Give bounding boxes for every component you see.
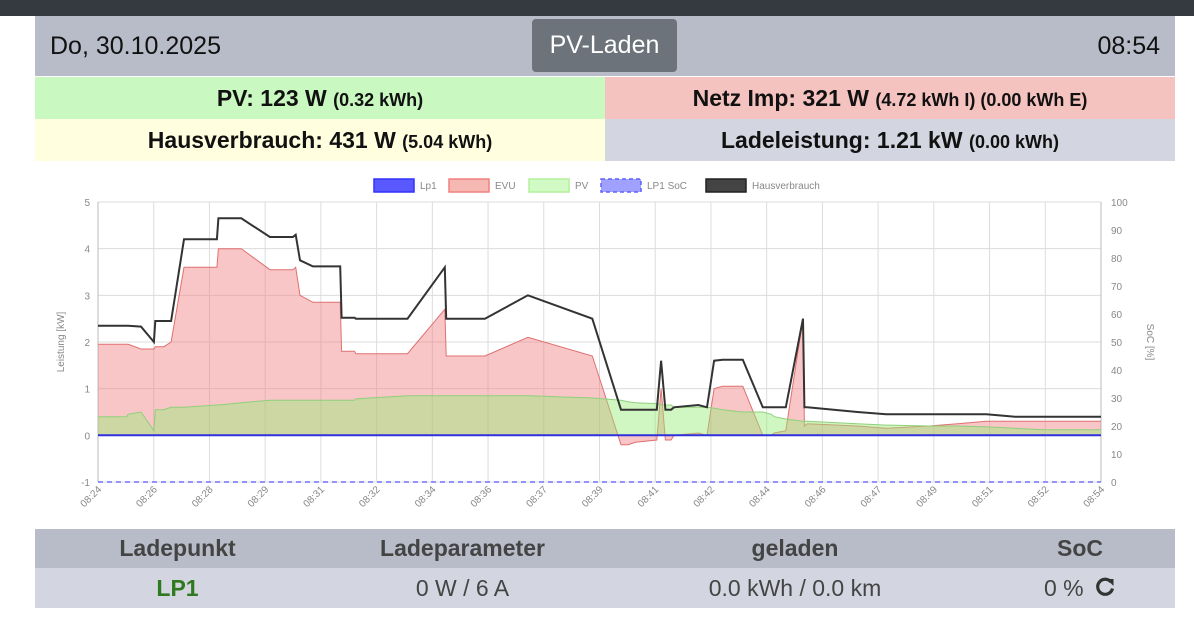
header-ladepunkt: Ladepunkt xyxy=(119,535,236,561)
x-tick-label: 08:42 xyxy=(692,484,718,510)
y-axis-label-left: Leistung [kW] xyxy=(56,311,67,372)
y-tick-right: 0 xyxy=(1111,478,1117,489)
y-tick-left: 4 xyxy=(84,245,90,256)
charged-amount: 0.0 kWh / 0.0 km xyxy=(708,575,882,601)
x-tick-label: 08:54 xyxy=(1082,484,1108,510)
legend-swatch xyxy=(448,178,490,193)
x-tick-label: 08:28 xyxy=(190,484,216,510)
y-tick-right: 60 xyxy=(1111,310,1123,321)
time-display: 08:54 xyxy=(1097,32,1160,60)
header-ladeparameter: Ladeparameter xyxy=(380,535,545,561)
y-axis-label-right: SoC [%] xyxy=(1144,324,1155,361)
y-tick-left: 5 xyxy=(84,198,90,209)
soc-cell: 0 % xyxy=(985,568,1175,610)
legend-label: Lp1 xyxy=(420,181,437,192)
grid-summary: Netz Imp: 321 W (4.72 kWh I) (0.00 kWh E… xyxy=(605,77,1175,119)
house-summary: Hausverbrauch: 431 W (5.04 kWh) xyxy=(35,119,605,161)
x-tick-label: 08:47 xyxy=(859,484,885,510)
date-display: Do, 30.10.2025 xyxy=(50,32,221,60)
y-tick-right: 80 xyxy=(1111,254,1123,265)
pv-summary: PV: 123 W (0.32 kWh) xyxy=(35,77,605,119)
x-tick-label: 08:26 xyxy=(134,484,160,510)
y-tick-left: 0 xyxy=(84,431,90,442)
legend-label: LP1 SoC xyxy=(647,181,687,192)
x-tick-label: 08:49 xyxy=(914,484,940,510)
x-tick-label: 08:37 xyxy=(524,484,550,510)
y-tick-right: 90 xyxy=(1111,226,1123,237)
chargepoint-table-header: Ladepunkt Ladeparameter geladen SoC xyxy=(35,529,1175,568)
x-tick-label: 08:36 xyxy=(469,484,495,510)
evu-series-area xyxy=(98,248,1101,445)
y-tick-right: 100 xyxy=(1111,198,1128,209)
y-tick-right: 30 xyxy=(1111,394,1123,405)
x-tick-label: 08:39 xyxy=(580,484,606,510)
soc-value: 0 % xyxy=(1043,575,1084,601)
y-tick-right: 10 xyxy=(1111,450,1123,461)
legend-label: PV xyxy=(575,181,589,192)
x-tick-label: 08:31 xyxy=(302,484,328,510)
grid-power: Netz Imp: 321 W xyxy=(692,85,869,111)
top-bar xyxy=(0,0,1194,16)
y-tick-left: 1 xyxy=(84,385,90,396)
x-tick-label: 08:51 xyxy=(970,484,996,510)
house-series-line xyxy=(98,217,1101,418)
y-tick-left: 2 xyxy=(84,338,90,349)
y-tick-left: 3 xyxy=(84,291,90,302)
pv-power: PV: 123 W xyxy=(216,85,327,111)
x-tick-label: 08:32 xyxy=(357,484,383,510)
charge-power: Ladeleistung: 1.21 kW xyxy=(721,127,963,153)
chargepoint-row: LP1 0 W / 6 A 0.0 kWh / 0.0 km 0 % xyxy=(35,568,1175,608)
grid-energy: (4.72 kWh I) (0.00 kWh E) xyxy=(875,90,1088,110)
x-tick-label: 08:29 xyxy=(246,484,272,510)
chargepoint-name[interactable]: LP1 xyxy=(156,575,199,601)
y-tick-right: 40 xyxy=(1111,366,1123,377)
legend-swatch xyxy=(528,178,570,193)
charge-mode-button[interactable]: PV-Laden xyxy=(532,19,677,72)
header-geladen: geladen xyxy=(751,535,839,561)
legend-swatch xyxy=(705,178,747,193)
x-tick-label: 08:34 xyxy=(413,484,439,510)
legend-swatch xyxy=(373,178,415,193)
refresh-icon[interactable] xyxy=(1094,570,1116,610)
y-tick-right: 70 xyxy=(1111,282,1123,293)
x-tick-label: 08:41 xyxy=(636,484,662,510)
charge-energy: (0.00 kWh) xyxy=(968,132,1059,152)
legend-label: EVU xyxy=(495,181,516,192)
x-tick-label: 08:46 xyxy=(803,484,829,510)
header-bar: Do, 30.10.2025 PV-Laden 08:54 xyxy=(35,16,1175,76)
x-tick-label: 08:52 xyxy=(1026,484,1052,510)
legend-label: Hausverbrauch xyxy=(752,181,820,192)
pv-series-area xyxy=(98,395,1101,436)
header-soc: SoC xyxy=(1057,535,1103,561)
house-power: Hausverbrauch: 431 W xyxy=(147,127,396,153)
chargepoint-name-cell: LP1 xyxy=(35,568,320,608)
x-tick-label: 08:44 xyxy=(747,484,773,510)
evu-series-line xyxy=(98,248,1101,446)
legend-swatch xyxy=(600,178,642,193)
charge-parameter: 0 W / 6 A xyxy=(415,575,510,601)
y-tick-right: 20 xyxy=(1111,422,1123,433)
pv-energy: (0.32 kWh) xyxy=(333,90,424,110)
y-tick-right: 50 xyxy=(1111,338,1123,349)
charge-summary: Ladeleistung: 1.21 kW (0.00 kWh) xyxy=(605,119,1175,161)
power-chart: 5 4 3 2 1 0 -1 100 90 80 70 60 50 40 30 20 10 0 08:24 08:26… xyxy=(35,170,1175,526)
y-tick-left: -1 xyxy=(81,478,90,489)
house-energy: (5.04 kWh) xyxy=(402,132,493,152)
pv-series-line xyxy=(98,395,1101,433)
